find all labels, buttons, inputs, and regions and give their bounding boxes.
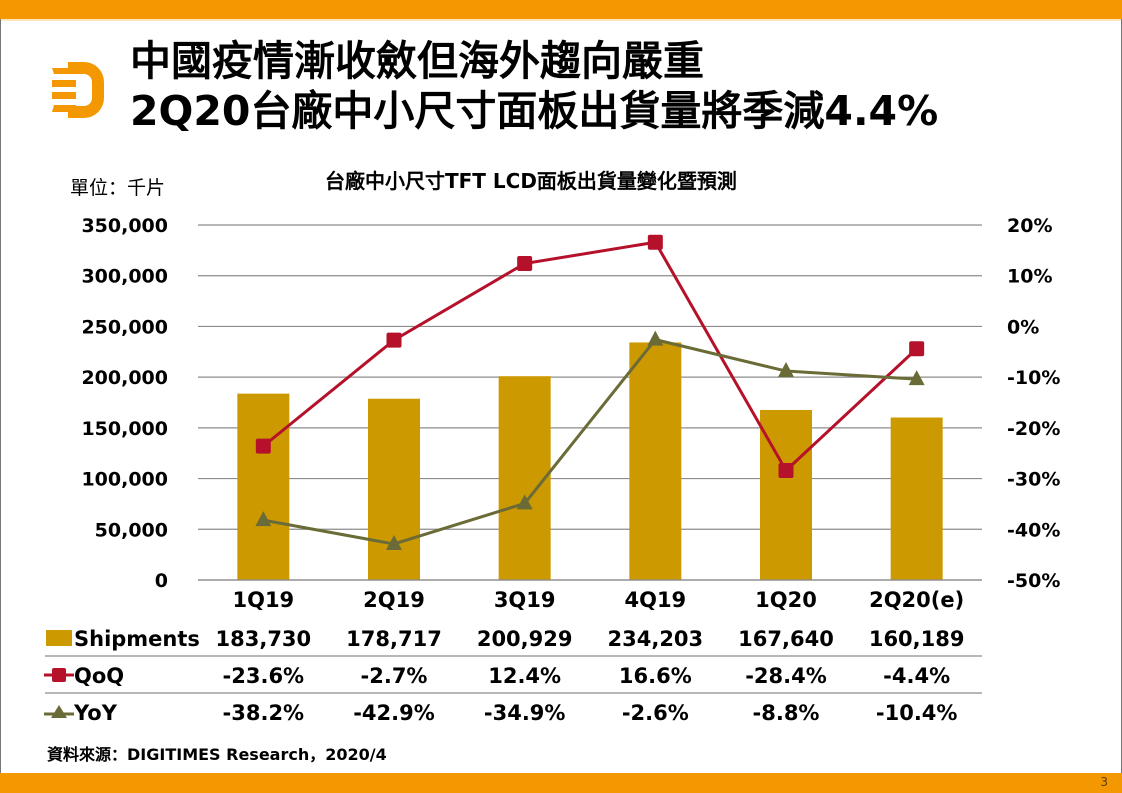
legend-key-qoq-marker — [52, 668, 66, 682]
y-left-tick-label: 0 — [155, 570, 168, 592]
line-yoy — [263, 337, 917, 546]
slide-title-line2: 2Q20台廠中小尺寸面板出貨量將季減4.4% — [130, 87, 939, 135]
y-right-tick-label: 10% — [1007, 266, 1052, 288]
marker-yoy — [255, 511, 272, 527]
y-right-tick-label: -50% — [1007, 570, 1060, 592]
x-category-label: 3Q19 — [494, 588, 556, 612]
legend-key-shipments — [46, 630, 72, 646]
table-cell-qoq: -23.6% — [223, 664, 305, 688]
legend-key-yoy-marker — [51, 705, 67, 718]
marker-yoy — [386, 534, 402, 550]
page-number: 3 — [1100, 775, 1108, 789]
table-cell-shipments: 200,929 — [477, 627, 573, 651]
source-note: 資料來源：DIGITIMES Research，2020/4 — [47, 745, 387, 764]
bar-shipments — [890, 417, 943, 580]
table-cell-shipments: 160,189 — [869, 627, 965, 651]
table-cell-qoq: -2.7% — [361, 664, 428, 688]
y-left-tick-label: 250,000 — [81, 316, 168, 338]
y-left-tick-label: 50,000 — [95, 519, 168, 541]
y-right-tick-label: -10% — [1007, 367, 1060, 389]
marker-yoy — [647, 330, 664, 346]
table-cell-yoy: -2.6% — [622, 701, 689, 725]
table-cell-shipments: 167,640 — [738, 627, 834, 651]
y-left-tick-label: 200,000 — [81, 367, 168, 389]
marker-yoy — [778, 362, 794, 378]
table-cell-shipments: 178,717 — [346, 627, 442, 651]
marker-qoq — [386, 332, 402, 348]
table-cell-qoq: 16.6% — [619, 664, 692, 688]
table-cell-shipments: 234,203 — [608, 627, 704, 651]
y-left-tick-label: 150,000 — [81, 418, 168, 440]
x-category-label: 4Q19 — [624, 588, 686, 612]
table-cell-qoq: 12.4% — [488, 664, 561, 688]
x-category-label: 2Q19 — [363, 588, 425, 612]
legend-label-yoy: YoY — [73, 701, 118, 725]
x-category-label: 2Q20(e) — [869, 588, 964, 612]
table-cell-yoy: -10.4% — [876, 701, 958, 725]
x-category-label: 1Q20 — [755, 588, 817, 612]
marker-qoq — [778, 462, 794, 478]
y-right-tick-label: 0% — [1007, 316, 1039, 338]
bar-shipments — [368, 398, 420, 580]
y-right-tick-label: 20% — [1007, 215, 1052, 237]
y-right-tick-label: -20% — [1007, 418, 1060, 440]
bar-shipments — [498, 376, 551, 580]
marker-qoq — [647, 234, 663, 250]
bar-shipments — [237, 393, 290, 580]
top-accent-bar — [0, 0, 1122, 19]
y-left-tick-label: 300,000 — [81, 266, 168, 288]
bar-shipments — [760, 409, 812, 580]
slide-title-line1: 中國疫情漸收斂但海外趨向嚴重 — [130, 37, 704, 85]
x-category-label: 1Q19 — [232, 588, 294, 612]
marker-qoq — [255, 438, 271, 454]
y-right-tick-label: -30% — [1007, 469, 1060, 491]
legend-label-shipments: Shipments — [74, 627, 200, 651]
table-cell-shipments: 183,730 — [216, 627, 312, 651]
bottom-accent-bar — [0, 773, 1122, 793]
marker-qoq — [517, 256, 533, 272]
marker-yoy — [908, 370, 925, 386]
unit-label: 單位：千片 — [70, 177, 166, 199]
y-left-tick-label: 100,000 — [81, 469, 168, 491]
top-accent-line — [0, 19, 1122, 21]
table-cell-yoy: -8.8% — [753, 701, 820, 725]
table-cell-yoy: -34.9% — [484, 701, 566, 725]
marker-qoq — [909, 341, 925, 357]
table-cell-qoq: -4.4% — [883, 664, 950, 688]
table-cell-yoy: -42.9% — [353, 701, 435, 725]
digitimes-logo-icon — [52, 62, 104, 118]
y-left-tick-label: 350,000 — [81, 215, 168, 237]
slide-title: 中國疫情漸收斂但海外趨向嚴重 2Q20台廠中小尺寸面板出貨量將季減4.4% — [130, 36, 938, 136]
legend-label-qoq: QoQ — [74, 664, 124, 688]
table-cell-qoq: -28.4% — [745, 664, 827, 688]
table-cell-yoy: -38.2% — [223, 701, 305, 725]
line-qoq — [262, 240, 918, 473]
y-right-tick-label: -40% — [1007, 519, 1060, 541]
bar-shipments — [629, 342, 682, 580]
chart-title: 台廠中小尺寸TFT LCD面板出貨量變化暨預測 — [325, 169, 737, 193]
marker-yoy — [516, 494, 533, 510]
slide-border-left — [0, 19, 1, 773]
